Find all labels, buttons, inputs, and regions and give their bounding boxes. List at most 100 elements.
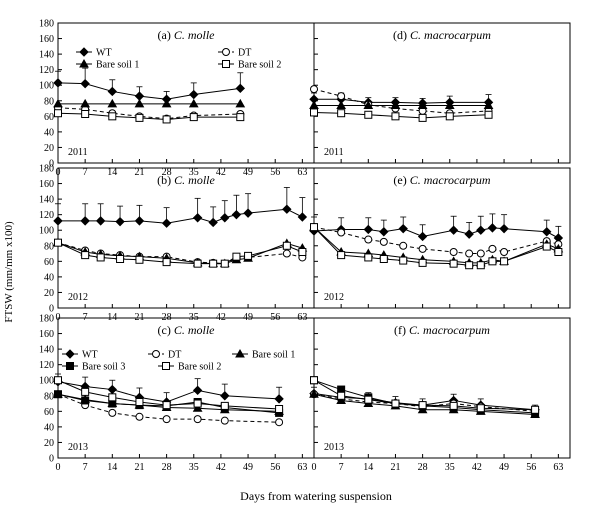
- x-tick-label: 49: [243, 462, 253, 473]
- data-point: [554, 248, 563, 256]
- legend-item-dt: DT: [218, 48, 251, 59]
- data-point: [418, 244, 427, 253]
- panel-e: (e) C. macrocarpum 2012: [309, 167, 571, 309]
- y-tick-label: 80: [44, 391, 54, 402]
- series-line: [57, 381, 280, 403]
- y-tick-label: 160: [39, 179, 54, 190]
- legend-label: Bare soil 3: [82, 362, 125, 373]
- y-tick-label: 40: [44, 422, 54, 433]
- legend-marker: [65, 349, 75, 359]
- data-point: [464, 229, 474, 239]
- x-tick-label: 49: [243, 167, 253, 178]
- x-tick-label: 28: [162, 462, 172, 473]
- data-point: [449, 259, 458, 268]
- data-point: [364, 235, 373, 244]
- legend-item-wt: WT: [76, 47, 112, 59]
- series-line: [57, 242, 303, 265]
- x-tick-label: 56: [270, 462, 280, 473]
- series-line: [313, 226, 559, 266]
- legend-marker: [235, 348, 245, 358]
- data-point: [235, 83, 246, 94]
- y-tick-label: 140: [39, 195, 54, 206]
- y-tick-label: 120: [39, 210, 54, 221]
- y-tick-label: 180: [39, 314, 54, 325]
- legend: WT DT Bare soil 1 Bare soil 2: [76, 47, 281, 71]
- x-tick-label: 35: [189, 462, 199, 473]
- legend-marker: [66, 362, 74, 370]
- data-point: [417, 100, 428, 109]
- data-point: [418, 113, 427, 122]
- y-tick-label: 100: [39, 81, 54, 92]
- x-tick-label: 14: [107, 167, 117, 178]
- data-point: [282, 241, 291, 250]
- data-point: [337, 251, 346, 260]
- data-point: [465, 261, 474, 270]
- x-tick-label: 63: [553, 462, 563, 473]
- legend-label: Bare soil 2: [178, 362, 221, 373]
- data-point: [337, 92, 346, 101]
- series-wt: [53, 187, 308, 228]
- data-point: [542, 227, 552, 237]
- data-point: [310, 223, 318, 232]
- series-line: [57, 393, 280, 414]
- legend-marker: [222, 48, 230, 56]
- y-tick-label: 100: [39, 376, 54, 387]
- data-point: [220, 401, 229, 410]
- y-tick-label: 20: [44, 438, 54, 449]
- legend-label: DT: [238, 48, 251, 59]
- panel-year: 2013: [324, 442, 344, 453]
- y-tick-label: 80: [44, 241, 54, 252]
- series-line: [313, 393, 536, 412]
- legend-marker: [79, 47, 89, 57]
- y-tick-label: 60: [44, 257, 54, 268]
- data-point: [220, 416, 229, 425]
- data-point: [244, 251, 253, 260]
- data-point: [134, 216, 145, 226]
- series-line: [313, 226, 559, 255]
- legend-item-bare-soil-3: Bare soil 3: [62, 362, 125, 373]
- data-point: [364, 395, 373, 404]
- panel-title-prefix: (e): [393, 173, 409, 187]
- data-point: [310, 108, 318, 117]
- legend-marker: [152, 350, 160, 358]
- data-point: [398, 223, 408, 234]
- data-point: [391, 112, 400, 121]
- panel-title-species: C. macrocarpum: [410, 28, 491, 42]
- data-point: [53, 216, 63, 226]
- data-point: [107, 384, 118, 395]
- series-bare-soil-1: [309, 100, 494, 109]
- data-point: [134, 98, 145, 108]
- panel-frame: [313, 167, 571, 309]
- data-point: [80, 78, 90, 89]
- data-point: [391, 399, 400, 408]
- data-point: [231, 209, 242, 220]
- series-bare-soil-2: [310, 223, 563, 270]
- data-point: [500, 257, 509, 266]
- data-point: [275, 405, 284, 413]
- data-point: [135, 398, 144, 406]
- panel-title-species: C. macrocarpum: [409, 323, 490, 337]
- data-point: [282, 249, 291, 258]
- series-line: [313, 379, 536, 411]
- data-point: [54, 390, 62, 399]
- data-point: [363, 224, 374, 235]
- data-point: [363, 100, 374, 109]
- data-point: [364, 110, 373, 119]
- data-point: [95, 216, 106, 226]
- data-point: [487, 223, 498, 233]
- data-point: [444, 100, 455, 109]
- x-tick-label: 42: [216, 167, 226, 178]
- data-point: [476, 261, 485, 270]
- panel-title-prefix: (d): [393, 28, 410, 42]
- data-point: [220, 391, 230, 401]
- data-point: [81, 251, 90, 260]
- data-point: [542, 242, 551, 251]
- data-point: [220, 259, 229, 268]
- data-point: [108, 408, 117, 417]
- x-tick-label: 14: [363, 462, 373, 473]
- data-point: [192, 403, 203, 412]
- panel-title-species: C. molle: [174, 28, 215, 42]
- x-tick-label: 56: [270, 167, 280, 178]
- x-tick-label: 21: [134, 167, 144, 178]
